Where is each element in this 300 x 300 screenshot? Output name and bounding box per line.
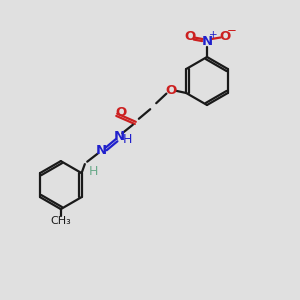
Text: O: O [116,106,127,119]
Text: O: O [219,30,231,44]
Text: O: O [184,30,195,44]
Text: O: O [165,84,176,97]
Text: +: + [209,30,217,40]
Text: CH₃: CH₃ [50,215,71,226]
Text: N: N [96,144,107,157]
Text: −: − [227,24,237,37]
Text: H: H [123,133,132,146]
Text: H: H [89,165,98,178]
Text: N: N [114,130,125,143]
Text: N: N [201,35,213,48]
